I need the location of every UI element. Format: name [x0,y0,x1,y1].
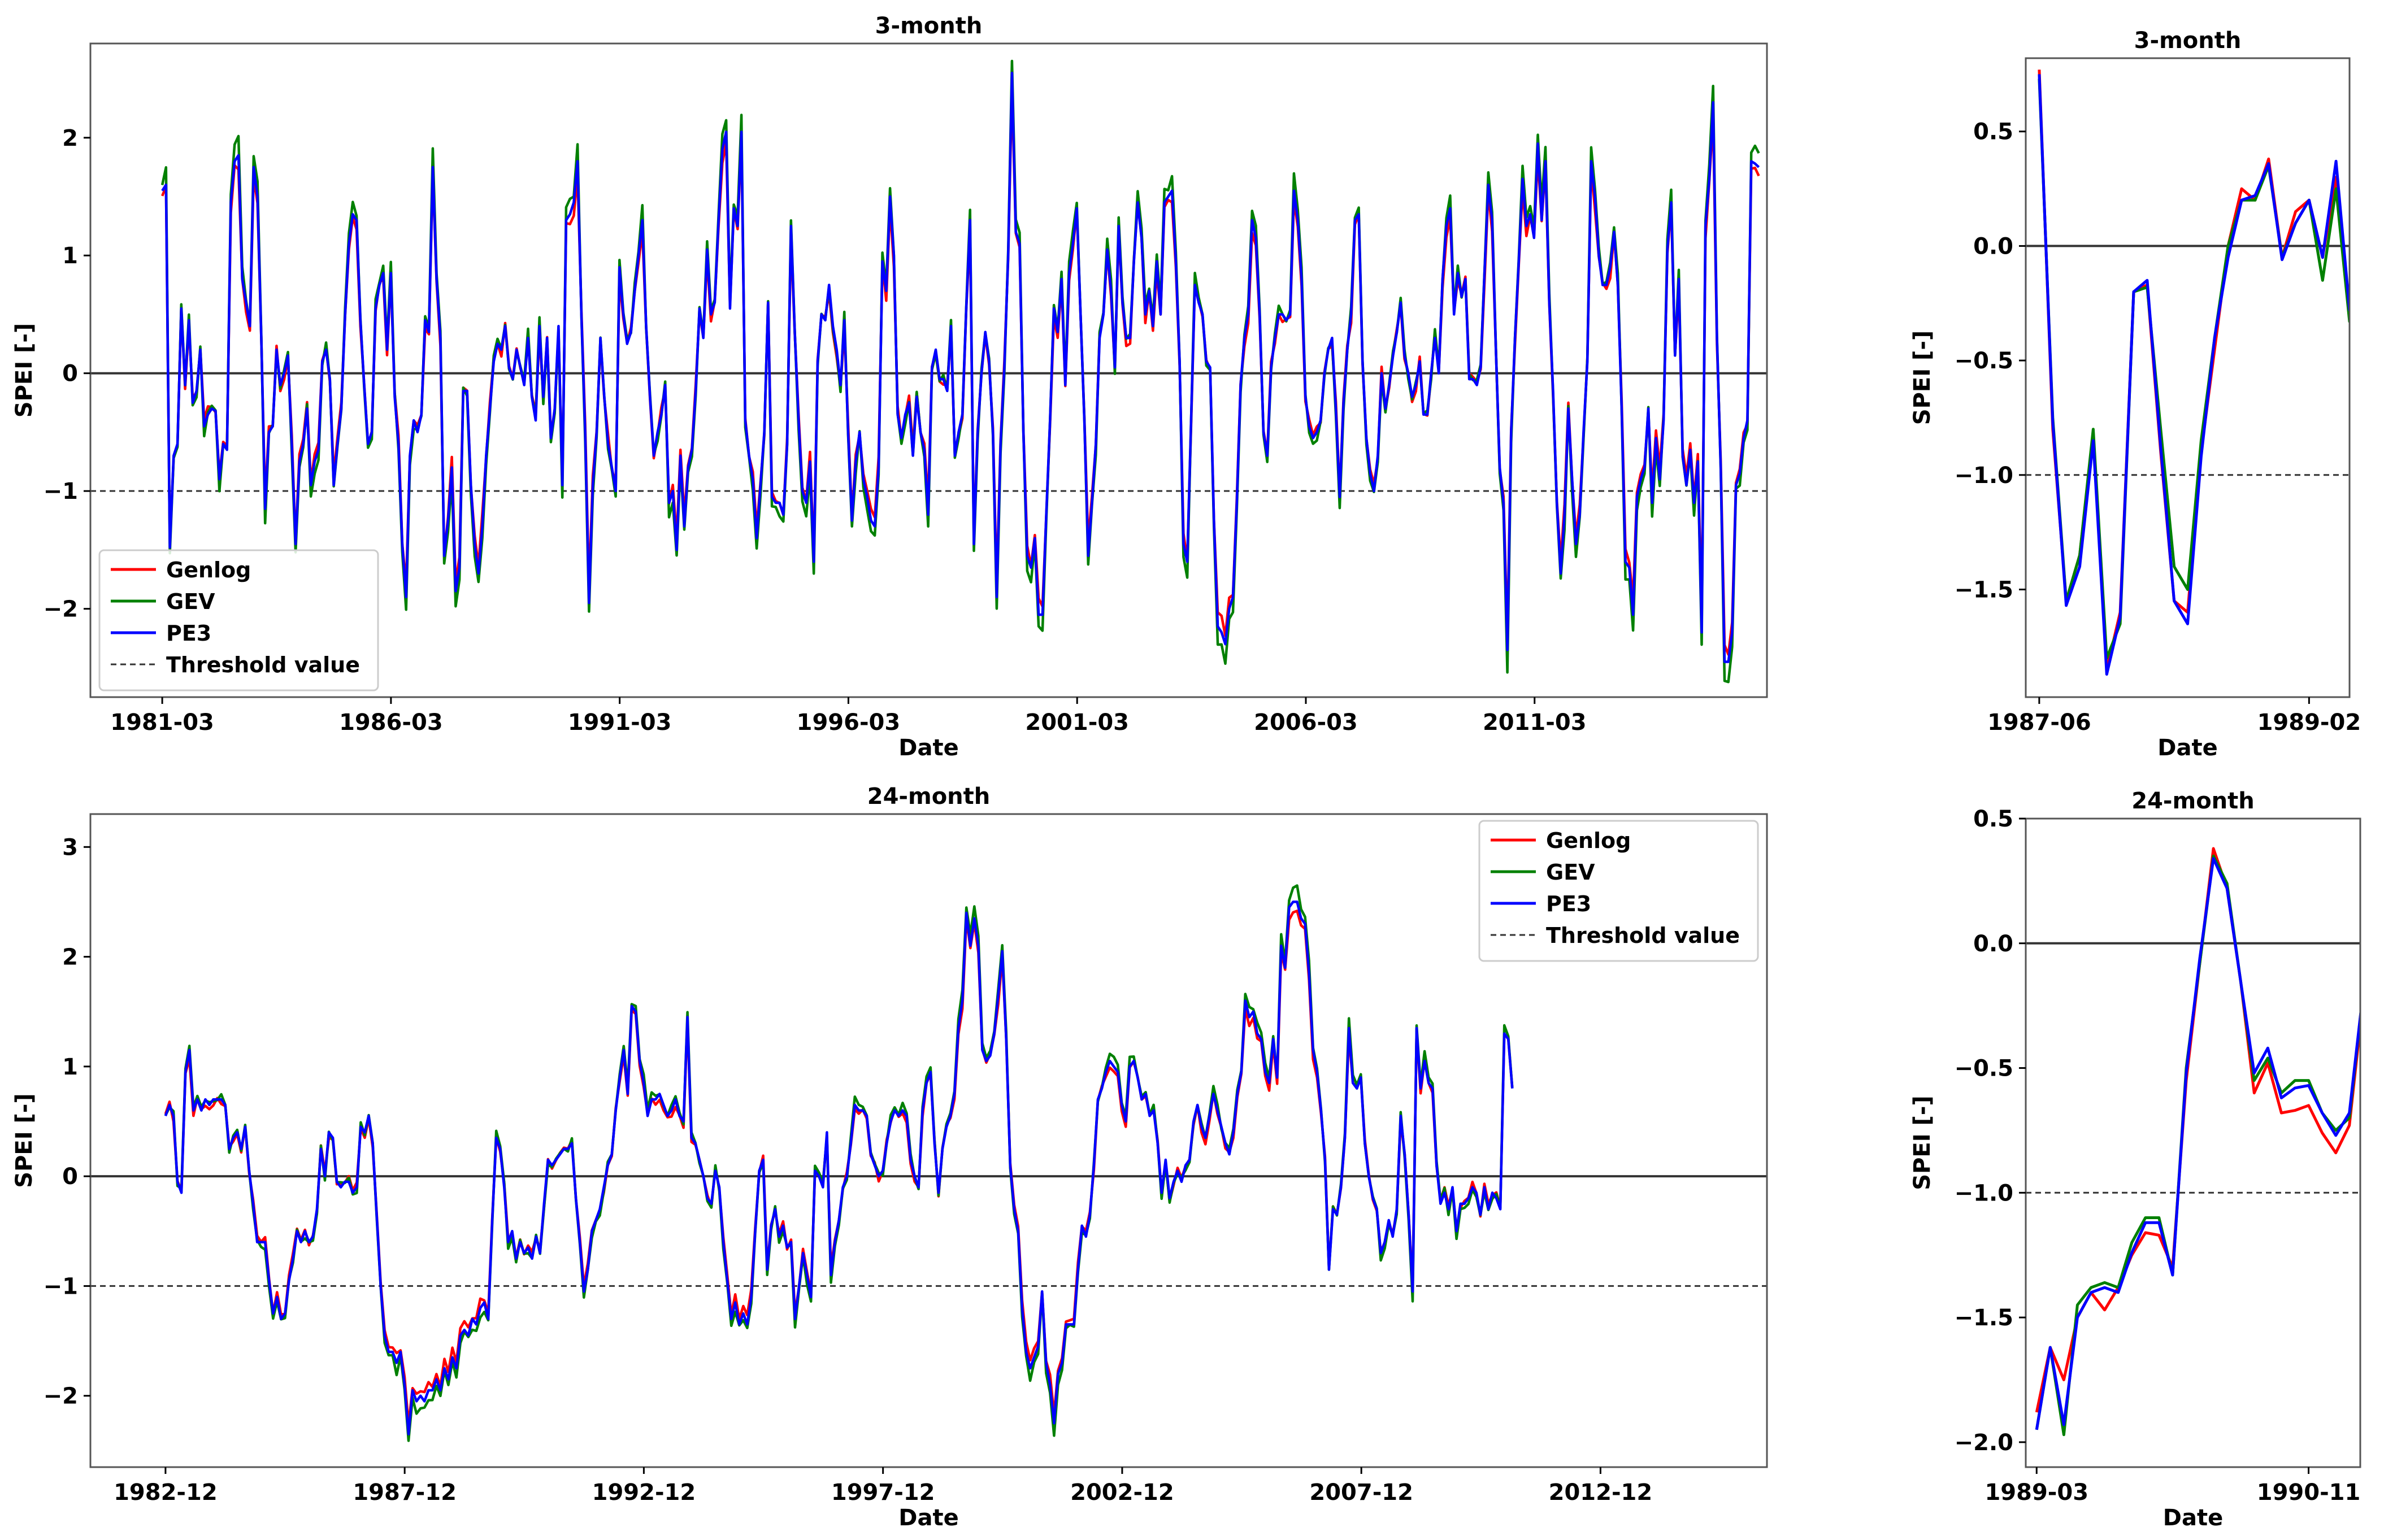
axes-frame [89,42,1768,698]
chart-main24: 24-month −2 −1 0 1 2 3 1982-12 1987-12 1992-12 199… [11,784,1768,1531]
axes-frame [2025,817,2361,1468]
y-tick-label: 0.0 [1973,931,2013,957]
y-tick-label: −1.0 [1955,1180,2013,1206]
series-line-genlog [2038,69,2350,671]
plot-area [2026,847,2360,1437]
x-tick-label: 1987-06 [1987,710,2091,736]
y-tick-label: 0 [62,361,78,387]
x-tick-label: 1997-12 [831,1480,935,1506]
y-tick-label: −1 [44,1273,78,1299]
y-tick-label: −0.5 [1955,1056,2013,1082]
y-axis-label: SPEI [-] [1909,330,1935,425]
chart-main3: 3-month −2 −1 0 1 2 1981-03 1986-03 1991-03 1996-… [11,13,1768,761]
axes-frame [89,813,1768,1468]
x-tick-label: 1991-03 [568,710,672,736]
legend: Genlog GEV PE3 Threshold value [98,549,379,691]
y-tick-label: −2 [44,597,78,623]
y-tick-label: 0 [62,1164,78,1190]
y-tick-label: 1 [62,243,78,269]
y-tick-label: −1.0 [1955,463,2013,489]
y-tick-label: −2.0 [1955,1430,2013,1456]
y-tick-label: −0.5 [1955,348,2013,374]
y-tick-label: 0.0 [1973,233,2013,259]
legend-label: PE3 [1546,891,1591,916]
series-line-pe3 [2038,74,2350,676]
series-line-gev [164,884,1514,1442]
legend-label: Genlog [1546,828,1631,853]
plot-area [2026,69,2350,676]
x-tick-label: 1987-12 [353,1480,457,1506]
x-tick-label: 1982-12 [114,1480,218,1506]
x-axis-label: Date [2157,735,2217,761]
legend-box [98,549,379,691]
legend-label: Threshold value [1546,923,1740,948]
legend-box [1478,820,1759,962]
x-tick-label: 1989-02 [2257,710,2361,736]
x-tick-label: 1989-03 [1985,1480,2088,1506]
chart-title: 3-month [875,13,983,39]
chart-zoom3: 3-month −1.5 −1.0 −0.5 0.0 0.5 1987-06 1989-02 D… [1909,28,2361,761]
x-tick-label: 1996-03 [797,710,901,736]
plot-area [90,884,1767,1442]
x-tick-label: 2012-12 [1549,1480,1653,1506]
y-tick-label: −2 [44,1384,78,1410]
x-tick-label: 2011-03 [1483,710,1587,736]
series-line-gev [160,59,1760,684]
legend-label: Genlog [166,558,251,582]
legend-label: GEV [166,589,215,614]
series-line-pe3 [2035,857,2360,1430]
series-line-pe3 [161,71,1760,663]
x-tick-label: 2007-12 [1309,1480,1413,1506]
x-tick-label: 2001-03 [1025,710,1129,736]
y-tick-label: 0.5 [1973,119,2013,145]
series-line-gev [2038,79,2350,660]
y-tick-label: 2 [62,125,78,151]
y-tick-label: 1 [62,1054,78,1080]
x-tick-label: 1990-11 [2257,1480,2361,1506]
y-tick-label: 3 [62,834,78,860]
x-axis-label: Date [898,735,958,761]
y-axis-label: SPEI [-] [11,323,37,417]
chart-zoom24: 24-month −2.0 −1.5 −1.0 −0.5 0.0 0.5 1989-03 199… [1909,788,2361,1531]
y-tick-label: −1.5 [1955,577,2013,603]
y-tick-label: 0.5 [1973,806,2013,832]
legend-label: Threshold value [166,652,360,677]
y-axis-label: SPEI [-] [1909,1095,1935,1190]
x-tick-label: 2002-12 [1070,1480,1174,1506]
x-tick-label: 1981-03 [110,710,214,736]
legend-label: PE3 [166,621,211,646]
x-axis-label: Date [898,1505,958,1531]
chart-title: 24-month [2131,788,2255,814]
y-tick-label: 2 [62,945,78,971]
series-line-genlog [161,85,1760,656]
y-axis-label: SPEI [-] [11,1093,37,1187]
legend-label: GEV [1546,860,1595,885]
x-tick-label: 1992-12 [592,1480,696,1506]
legend: Genlog GEV PE3 Threshold value [1478,820,1759,962]
plot-area [90,59,1767,684]
y-tick-label: −1 [44,478,78,504]
y-tick-label: −1.5 [1955,1305,2013,1331]
x-axis-label: Date [2163,1505,2223,1531]
axes-frame [2025,57,2351,698]
x-tick-label: 1986-03 [339,710,443,736]
chart-title: 24-month [867,784,991,810]
x-tick-label: 2006-03 [1254,710,1358,736]
chart-title: 3-month [2134,28,2242,54]
series-line-pe3 [164,900,1514,1435]
series-line-genlog [2035,847,2360,1413]
